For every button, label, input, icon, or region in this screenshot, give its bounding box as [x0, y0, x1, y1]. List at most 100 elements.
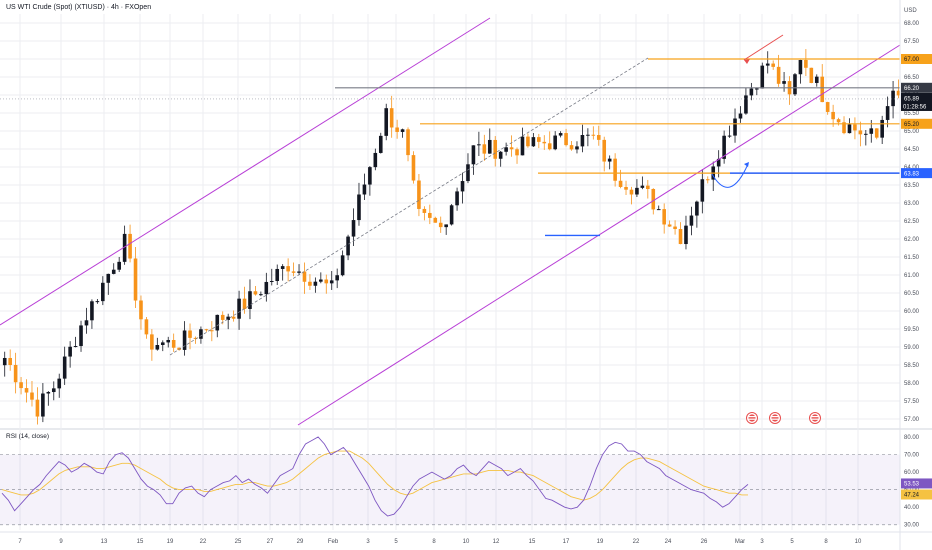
candle-body: [286, 266, 290, 272]
candle-body: [493, 139, 498, 159]
candle-body: [891, 90, 895, 107]
price-tag-bg: [901, 54, 932, 64]
chart-title: US WTI Crude (Spot) (XTIUSD) · 4h · FXOp…: [6, 4, 152, 11]
candle-body: [2, 357, 7, 366]
candle-body: [193, 337, 198, 339]
candle-body: [280, 266, 285, 269]
x-tick-label: 22: [633, 539, 640, 545]
candle-body: [695, 201, 699, 216]
candle-body: [242, 298, 247, 309]
candle-body: [204, 329, 209, 331]
candle-body: [487, 139, 492, 154]
candle-body: [41, 393, 45, 417]
candle-body: [57, 378, 62, 389]
rsi-ma-line: [1, 450, 748, 501]
candle-body: [842, 122, 846, 134]
candle-body: [8, 357, 12, 365]
candle-body: [804, 59, 808, 68]
y-tick-label: 63.50: [904, 183, 920, 189]
y-tick-label: 57.50: [904, 399, 920, 405]
x-tick-label: 3: [760, 539, 764, 545]
candle-body: [449, 205, 454, 225]
candle-body: [798, 59, 803, 75]
candle-body: [509, 147, 514, 150]
y-tick-label: 65.00: [904, 129, 920, 135]
candle-body: [438, 222, 443, 228]
y-tick-label: 57.00: [904, 417, 920, 423]
candle-body: [738, 113, 743, 119]
candle-body: [771, 63, 775, 67]
candle-body: [177, 347, 181, 350]
candle-body: [226, 316, 230, 320]
y-tick-label: 62.00: [904, 237, 920, 243]
y-tick-label: 58.50: [904, 363, 920, 369]
x-tick-label: 17: [563, 539, 570, 545]
candle-body: [144, 319, 149, 335]
last-price-bg: [901, 92, 932, 111]
red-arrow-head: [744, 59, 750, 64]
y-tick-label: 67.50: [904, 39, 920, 45]
candle-body: [122, 233, 127, 262]
x-tick-label: 19: [597, 539, 604, 545]
candle-body: [896, 90, 901, 96]
candle-body: [166, 339, 171, 343]
candle-body: [520, 136, 525, 156]
candle-body: [171, 339, 176, 348]
candle-body: [389, 108, 394, 128]
candle-body: [13, 364, 18, 383]
upper-channel-line: [0, 17, 491, 326]
price-tag: 67.00: [901, 54, 932, 64]
rsi-line: [1, 436, 749, 517]
candle-body: [526, 136, 530, 147]
candle-body: [297, 271, 301, 273]
candle-body: [716, 158, 721, 167]
price-tag-label: 63.83: [904, 171, 920, 177]
dashed-trend-line: [169, 57, 649, 356]
flag-stripe: [811, 418, 819, 420]
candle-body: [864, 133, 868, 135]
candle-body: [139, 300, 143, 320]
candle-body: [84, 320, 89, 326]
blue-arrow-head: [744, 162, 749, 167]
candle-body: [182, 330, 187, 350]
y-tick-label: 64.50: [904, 147, 920, 153]
candle-body: [400, 129, 405, 132]
candle-body: [433, 217, 438, 223]
x-tick-label: 9: [59, 539, 63, 545]
candle-body: [651, 189, 656, 210]
x-tick-label: 5: [394, 539, 398, 545]
price-tag-label: 65.20: [904, 122, 920, 128]
candle-body: [73, 346, 78, 348]
candle-body: [155, 344, 160, 350]
candle-body: [569, 145, 574, 150]
candle-body: [106, 273, 111, 283]
candle-body: [874, 128, 879, 138]
candle-body: [30, 392, 34, 400]
candle-body: [111, 269, 116, 274]
rsi-tag-label: 53.53: [904, 482, 920, 488]
candle-body: [68, 346, 72, 357]
price-tag: 66.20: [901, 82, 932, 93]
candle-body: [678, 229, 683, 245]
candle-body: [831, 111, 835, 120]
candle-body: [248, 291, 252, 309]
x-tick-label: 26: [701, 539, 708, 545]
candle-body: [618, 180, 623, 187]
candle-body: [406, 129, 410, 156]
candle-body: [188, 330, 192, 338]
candle-body: [836, 119, 841, 123]
x-tick-label: Mar: [735, 539, 745, 545]
candle-body: [79, 325, 83, 347]
flag-stripe: [771, 416, 779, 418]
candle-body: [220, 314, 225, 320]
y-tick-label: 58.00: [904, 381, 920, 387]
price-tag: 63.83: [901, 168, 932, 179]
candle-body: [793, 74, 797, 95]
candle-body: [498, 151, 503, 159]
candle-body: [35, 399, 40, 417]
candle-body: [24, 388, 29, 393]
candle-body: [417, 180, 421, 209]
candle-body: [471, 145, 476, 165]
candles: [2, 49, 901, 425]
